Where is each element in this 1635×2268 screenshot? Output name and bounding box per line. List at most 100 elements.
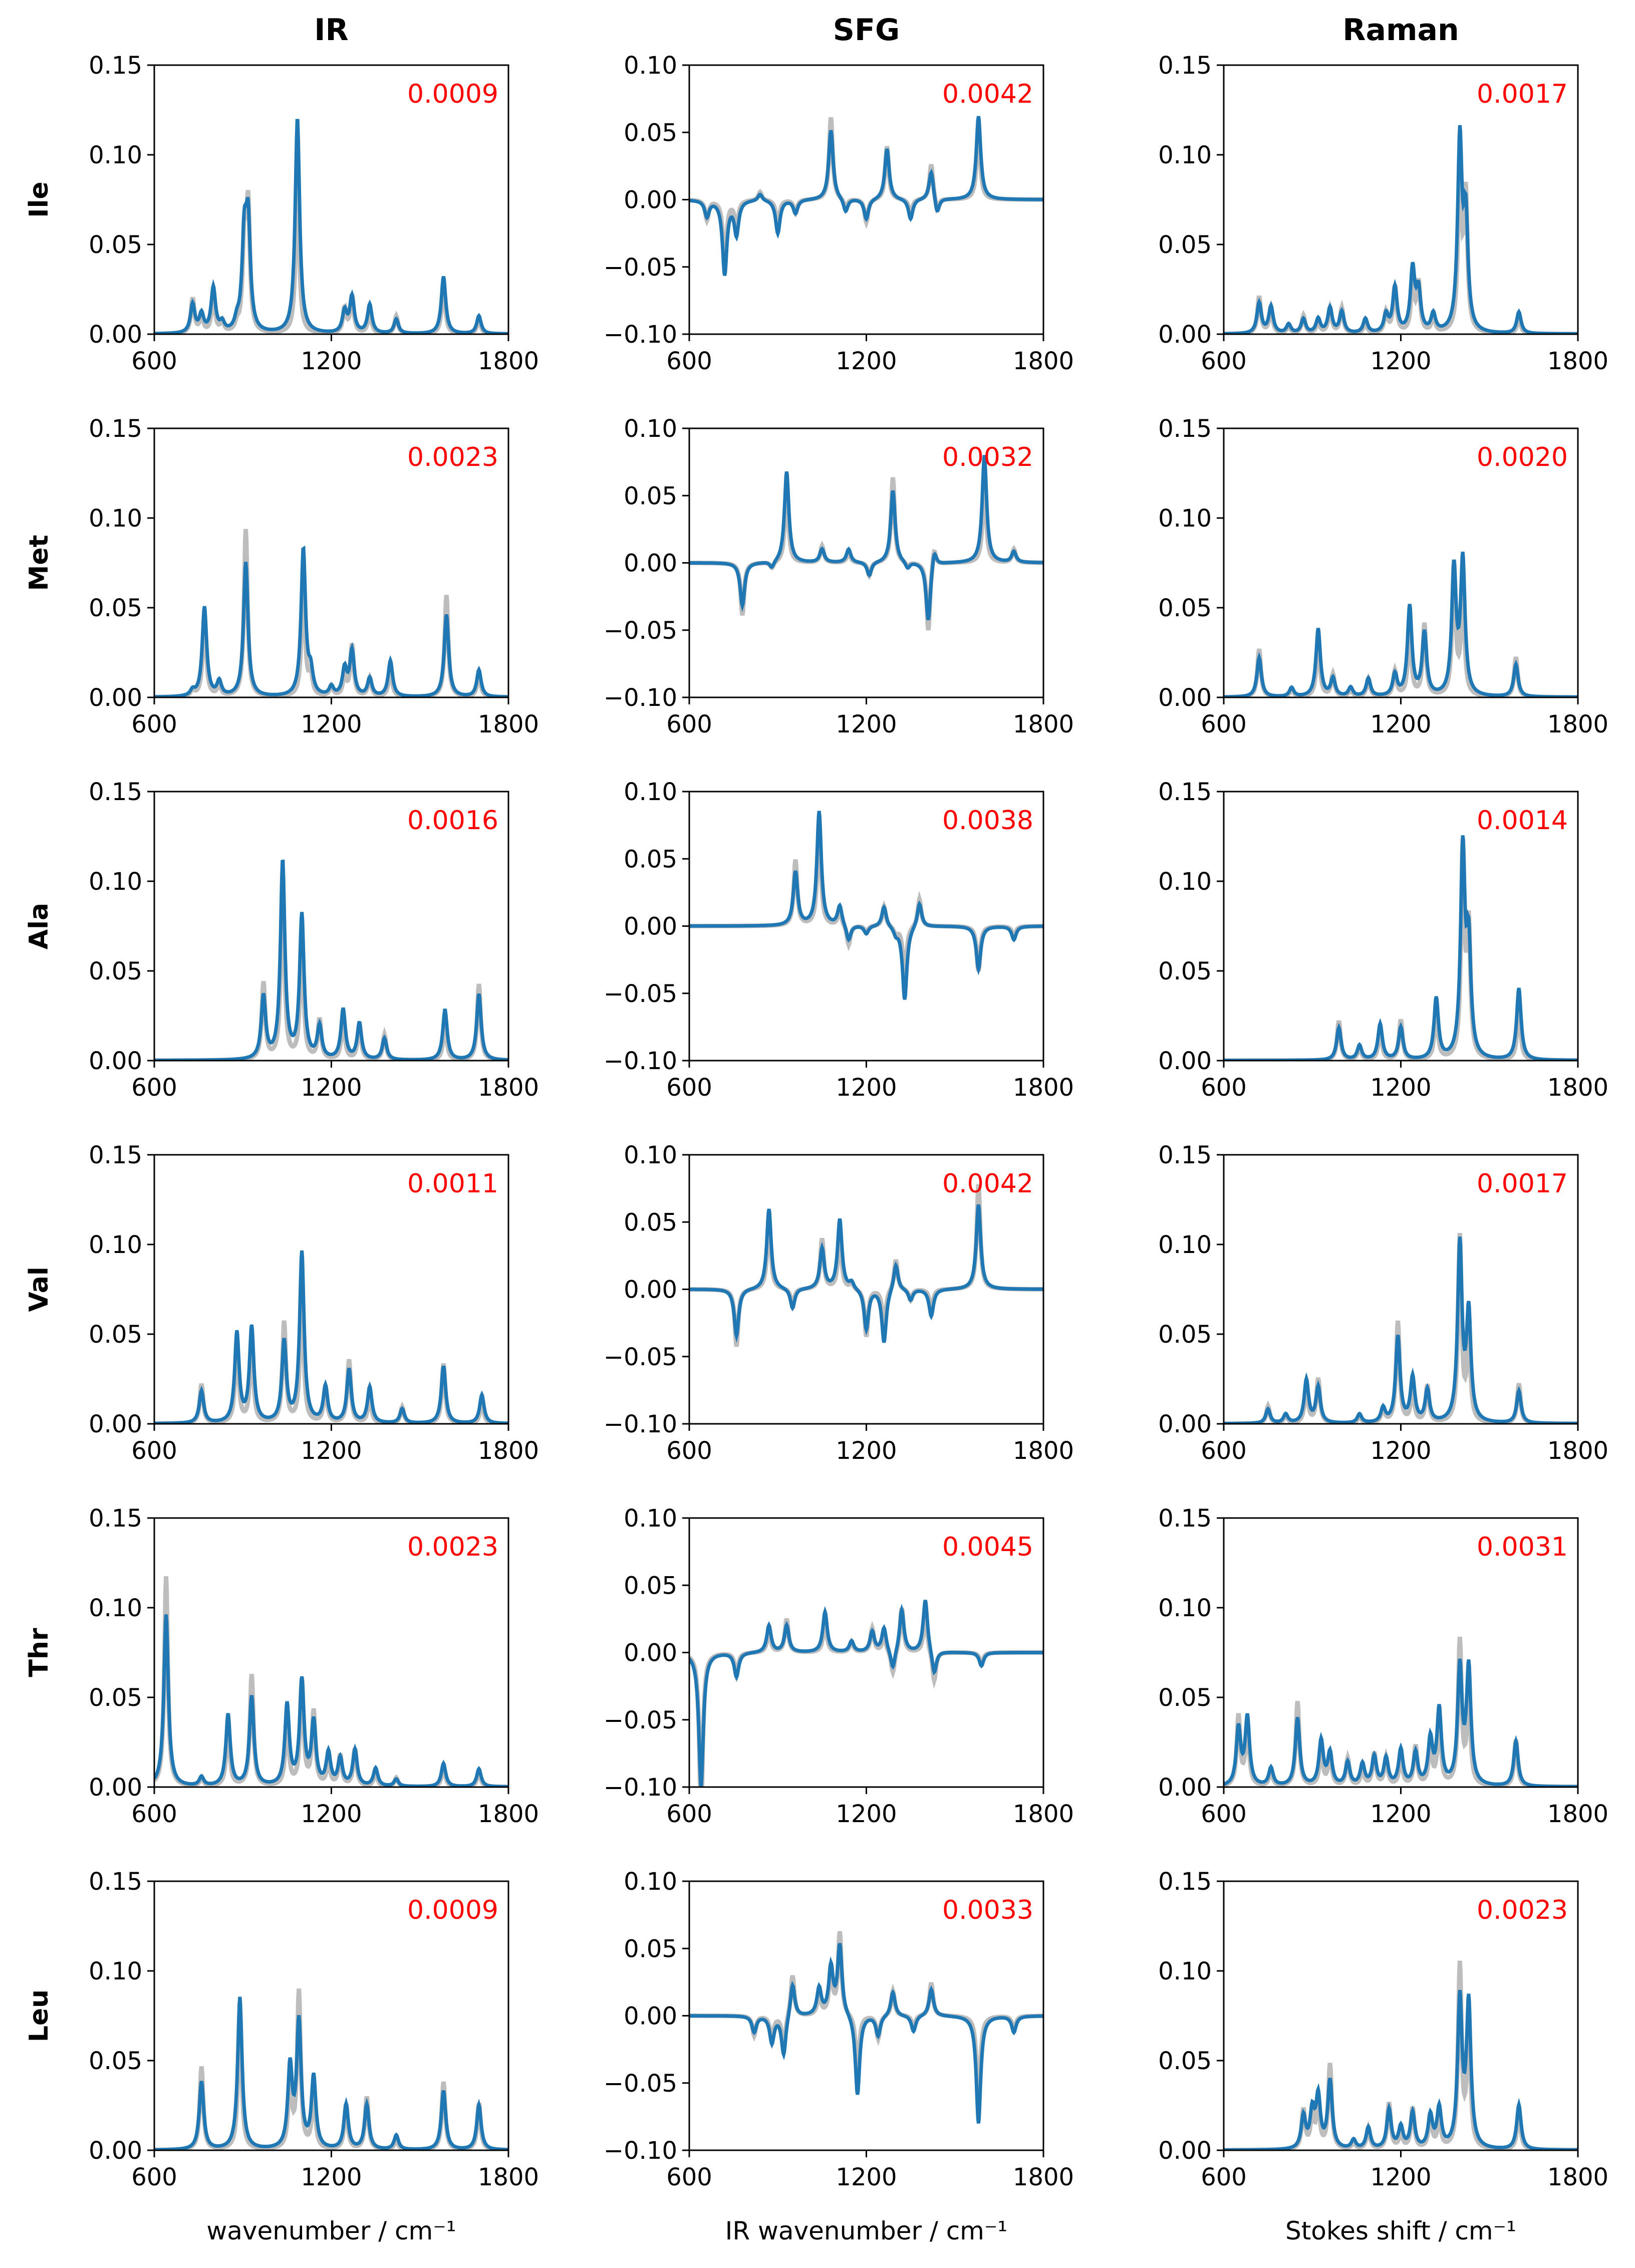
panel-thr-ir-ytick-label: 0.00 [89, 1774, 142, 1802]
panel-leu-ir-xtick-label: 600 [131, 2163, 177, 2191]
panel-leu-ir-xtick-label: 1800 [478, 2163, 539, 2191]
panel-val-sfg-ytick-label: 0.10 [624, 1141, 677, 1169]
panel-leu-sfg-ytick-label: −0.05 [604, 2070, 677, 2098]
panel-leu-raman-xtick-label: 1800 [1547, 2163, 1608, 2191]
panel-ile-sfg-ytick-label: 0.05 [624, 119, 677, 147]
panel-ala-sfg-xtick-label: 1200 [836, 1074, 897, 1102]
panel-met-ir-error-label: 0.0023 [407, 442, 498, 472]
panel-met-ir-predicted-line [154, 545, 508, 697]
panel-ala-sfg-predicted-line [689, 811, 1043, 1000]
panel-thr-ir-xtick-label: 600 [131, 1800, 177, 1828]
panel-met-ir-ytick-label: 0.10 [89, 505, 142, 533]
column-title-ir: IR [314, 13, 349, 48]
panel-leu-ir-error-label: 0.0009 [407, 1895, 498, 1925]
panel-thr-raman-xtick-label: 1800 [1547, 1800, 1608, 1828]
panel-thr-raman-ytick-label: 0.10 [1158, 1594, 1212, 1622]
panel-met-sfg-ytick-label: 0.05 [624, 482, 677, 510]
panel-val-raman-error-label: 0.0017 [1477, 1169, 1568, 1199]
panel-ile-ir-ytick-label: 0.15 [89, 52, 142, 80]
panel-ala-sfg-xtick-label: 600 [666, 1074, 712, 1102]
panel-thr-sfg-predicted-line [689, 1600, 1043, 1787]
row-label-leu: Leu [24, 1989, 54, 2042]
panel-val-sfg-error-label: 0.0042 [942, 1169, 1033, 1199]
panel-leu-sfg-ytick-label: 0.00 [624, 2002, 677, 2031]
panel-leu-ir-ytick-label: 0.05 [89, 2047, 142, 2075]
panel-ala-sfg-ytick-label: −0.10 [604, 1047, 677, 1075]
panel-leu-sfg-ytick-label: 0.10 [624, 1868, 677, 1896]
panel-val-sfg-ytick-label: −0.05 [604, 1343, 677, 1371]
panel-thr-ir-predicted-line [154, 1614, 508, 1787]
panel-met-raman-xtick-label: 1800 [1547, 710, 1608, 738]
panel-met-sfg-ytick-label: −0.10 [604, 684, 677, 712]
panel-ala-sfg-reference-line [689, 818, 1043, 982]
panel-ile-ir-ytick-label: 0.00 [89, 321, 142, 349]
panel-val-sfg-xtick-label: 1200 [836, 1437, 897, 1465]
panel-met-raman-predicted-line [1224, 551, 1578, 697]
panel-val-raman-ytick-label: 0.10 [1158, 1231, 1212, 1259]
panel-val-sfg-xtick-label: 600 [666, 1437, 712, 1465]
panel-ala-sfg-ytick-label: −0.05 [604, 980, 677, 1008]
panel-thr-raman-ytick-label: 0.05 [1158, 1684, 1212, 1712]
panel-val-ir-xtick-label: 1200 [301, 1437, 362, 1465]
panel-thr-sfg-ytick-label: 0.00 [624, 1639, 677, 1667]
panel-ala-sfg-ytick-label: 0.10 [624, 778, 677, 806]
panel-ala-raman-xtick-label: 1200 [1370, 1074, 1431, 1102]
panel-val-sfg-xtick-label: 1800 [1013, 1437, 1074, 1465]
x-axis-label-raman: Stokes shift / cm⁻¹ [1285, 2216, 1516, 2245]
panel-ala-ir-reference-line [154, 875, 508, 1061]
panel-ile-sfg-ytick-label: −0.10 [604, 321, 677, 349]
panel-ala-raman-ytick-label: 0.00 [1158, 1047, 1212, 1075]
panel-thr-ir-xtick-label: 1200 [301, 1800, 362, 1828]
panel-val-raman-xtick-label: 1200 [1370, 1437, 1431, 1465]
panel-met-sfg-xtick-label: 1800 [1013, 710, 1074, 738]
panel-ile-raman-reference-line [1224, 148, 1578, 334]
row-label-thr: Thr [24, 1628, 54, 1677]
panel-leu-sfg-xtick-label: 600 [666, 2163, 712, 2191]
column-title-sfg: SFG [833, 13, 900, 48]
panel-leu-sfg-predicted-line [689, 1943, 1043, 2124]
panel-ile-sfg-ytick-label: 0.00 [624, 186, 677, 214]
panel-ile-raman-xtick-label: 1200 [1370, 347, 1431, 375]
panel-leu-raman-xtick-label: 600 [1201, 2163, 1247, 2191]
panel-thr-ir-xtick-label: 1800 [478, 1800, 539, 1828]
panel-val-ir-error-label: 0.0011 [407, 1169, 498, 1199]
panel-ile-raman-ytick-label: 0.10 [1158, 141, 1212, 169]
panel-thr-ir-error-label: 0.0023 [407, 1532, 498, 1562]
panel-thr-raman-xtick-label: 1200 [1370, 1800, 1431, 1828]
x-axis-label-ir: wavenumber / cm⁻¹ [206, 2216, 456, 2245]
panel-thr-raman-predicted-line [1224, 1658, 1578, 1787]
panel-ala-raman-ytick-label: 0.10 [1158, 868, 1212, 896]
panel-leu-ir-ytick-label: 0.00 [89, 2137, 142, 2165]
panel-leu-sfg-ytick-label: 0.05 [624, 1935, 677, 1963]
panel-ile-sfg-xtick-label: 600 [666, 347, 712, 375]
panel-val-raman-xtick-label: 600 [1201, 1437, 1247, 1465]
panel-val-raman-ytick-label: 0.15 [1158, 1141, 1212, 1169]
panel-val-ir-xtick-label: 600 [131, 1437, 177, 1465]
panel-thr-sfg-xtick-label: 1800 [1013, 1800, 1074, 1828]
panel-leu-raman-ytick-label: 0.05 [1158, 2047, 1212, 2075]
panel-ala-ir-ytick-label: 0.10 [89, 868, 142, 896]
panel-thr-raman-xtick-label: 600 [1201, 1800, 1247, 1828]
panel-val-ir-ytick-label: 0.05 [89, 1321, 142, 1349]
panel-ala-sfg-ytick-label: 0.00 [624, 913, 677, 941]
panel-met-sfg-ytick-label: 0.10 [624, 415, 677, 443]
panel-met-sfg-ytick-label: 0.00 [624, 550, 677, 578]
panel-met-raman-ytick-label: 0.15 [1158, 415, 1212, 443]
panel-ala-ir-xtick-label: 1200 [301, 1074, 362, 1102]
panel-val-ir-ytick-label: 0.10 [89, 1231, 142, 1259]
panel-thr-ir-ytick-label: 0.05 [89, 1684, 142, 1712]
panel-val-sfg-ytick-label: 0.00 [624, 1276, 677, 1304]
panel-met-sfg-xtick-label: 1200 [836, 710, 897, 738]
panel-val-ir-ytick-label: 0.00 [89, 1410, 142, 1438]
panel-thr-sfg-xtick-label: 600 [666, 1800, 712, 1828]
panel-val-sfg-ytick-label: 0.05 [624, 1208, 677, 1236]
panel-ile-raman-ytick-label: 0.00 [1158, 321, 1212, 349]
panel-leu-sfg-xtick-label: 1800 [1013, 2163, 1074, 2191]
panel-ile-ir-predicted-line [154, 119, 508, 334]
panel-leu-ir-xtick-label: 1200 [301, 2163, 362, 2191]
panel-thr-raman-reference-line [1224, 1636, 1578, 1787]
panel-val-raman-ytick-label: 0.05 [1158, 1321, 1212, 1349]
panel-ala-sfg-xtick-label: 1800 [1013, 1074, 1074, 1102]
panel-thr-sfg-ytick-label: −0.10 [604, 1774, 677, 1802]
panel-met-sfg-xtick-label: 600 [666, 710, 712, 738]
